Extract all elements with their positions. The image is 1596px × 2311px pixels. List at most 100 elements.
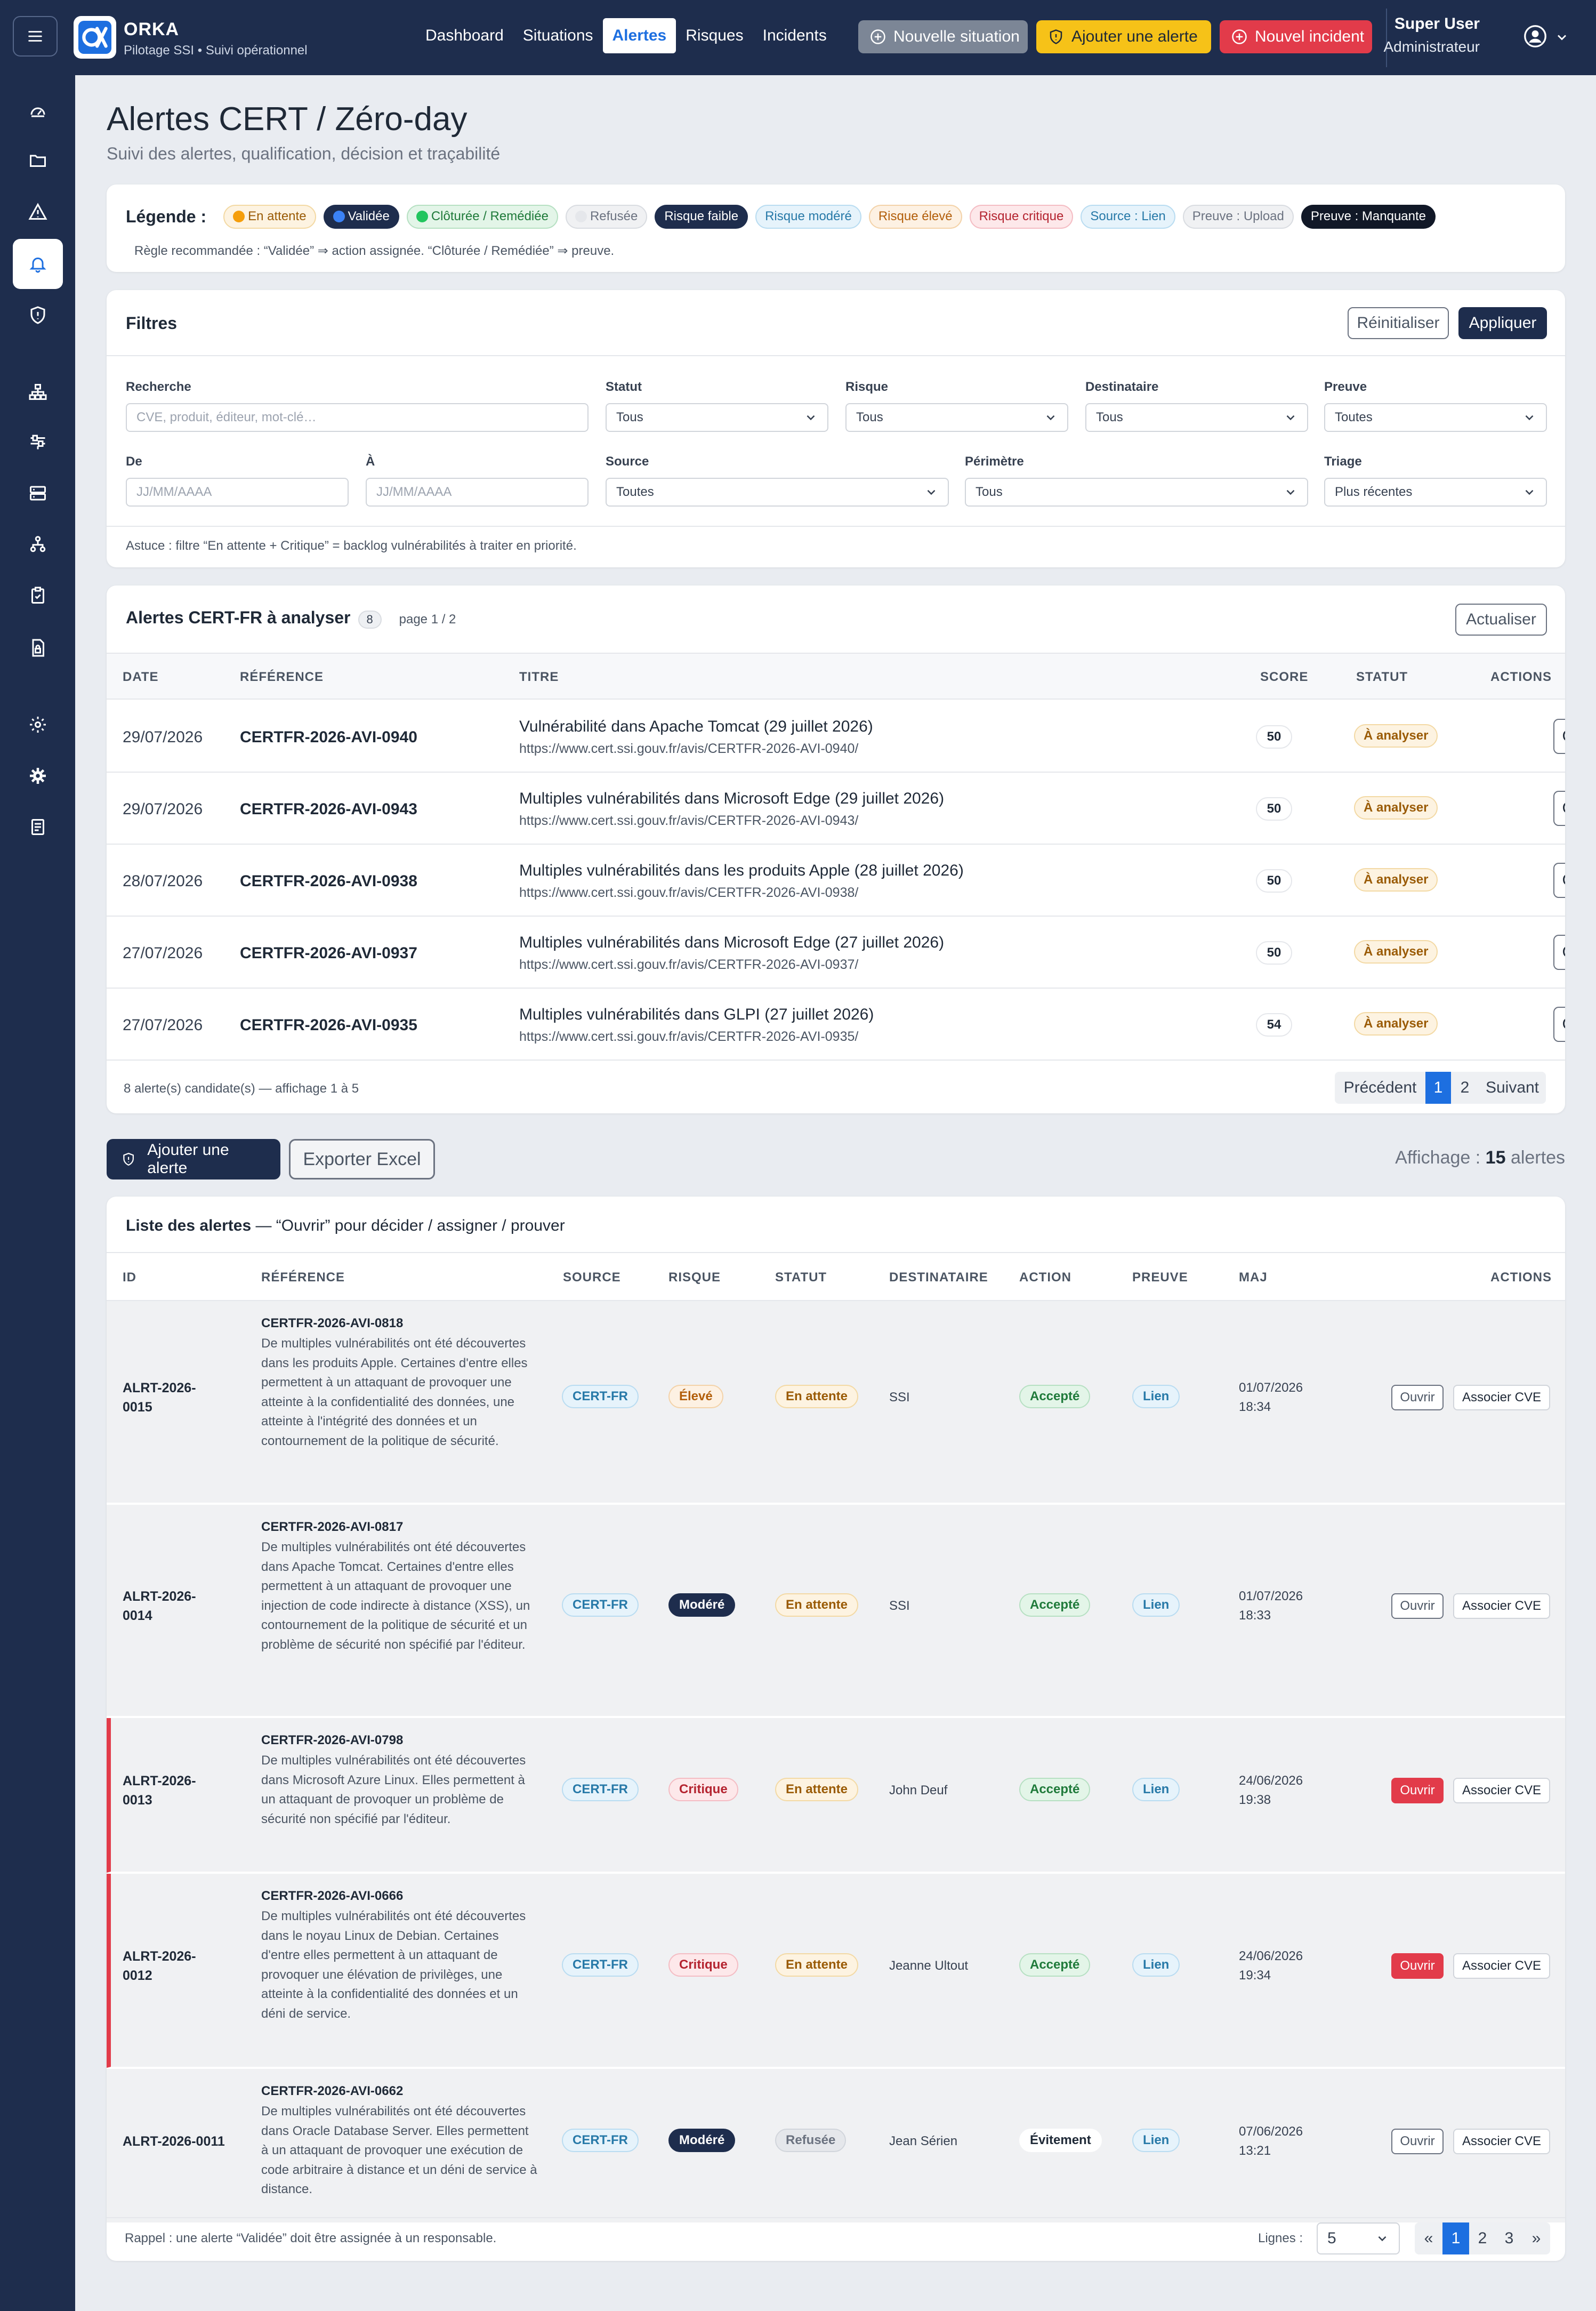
cert-title: Alertes CERT-FR à analyser xyxy=(126,608,351,627)
alert-ref: CERTFR-2026-AVI-0817 xyxy=(261,1520,404,1534)
sidebar-item-dashboard[interactable] xyxy=(13,86,63,137)
add-alert-button[interactable]: Ajouter une alerte xyxy=(107,1139,280,1179)
reset-button[interactable]: Réinitialiser xyxy=(1348,307,1449,339)
new-incident-button[interactable]: Nouvel incident xyxy=(1220,20,1372,53)
perimetre-select[interactable]: Tous xyxy=(965,478,1308,507)
nav-risques[interactable]: Risques xyxy=(686,27,744,44)
open-button[interactable]: Ouvrir xyxy=(1391,1593,1444,1619)
cert-row-url[interactable]: https://www.cert.ssi.gouv.fr/avis/CERTFR… xyxy=(519,813,859,828)
associate-cve-button[interactable]: Associer CVE xyxy=(1453,1593,1550,1619)
statut-select[interactable]: Tous xyxy=(606,403,828,432)
alert-action: Accepté xyxy=(1019,1593,1091,1617)
alerts-pager-last[interactable]: » xyxy=(1522,2222,1550,2254)
triage-select[interactable]: Plus récentes xyxy=(1324,478,1547,507)
brand-subtitle: Pilotage SSI • Suivi opérationnel xyxy=(124,43,308,58)
create-button[interactable]: Créer xyxy=(1553,719,1565,754)
new-situation-button[interactable]: Nouvelle situation xyxy=(858,20,1028,53)
open-button[interactable]: Ouvrir xyxy=(1391,1953,1444,1979)
sidebar-item-sliders[interactable] xyxy=(13,417,63,467)
associate-cve-button[interactable]: Associer CVE xyxy=(1453,1385,1550,1410)
bell-icon xyxy=(29,258,46,273)
sidebar-item-folder[interactable] xyxy=(13,135,63,186)
search-input[interactable]: CVE, produit, éditeur, mot-clé… xyxy=(126,403,589,432)
alerts-pager-first[interactable]: « xyxy=(1415,2222,1442,2254)
sidebar-item-report[interactable] xyxy=(13,802,63,852)
create-button[interactable]: Créer xyxy=(1553,1007,1565,1042)
top-bar: ORKA Pilotage SSI • Suivi opérationnel D… xyxy=(0,0,1596,75)
refused-dot-icon xyxy=(575,211,587,223)
source-select[interactable]: Toutes xyxy=(606,478,949,507)
sidebar-item-bell[interactable] xyxy=(13,239,63,289)
sidebar xyxy=(0,75,75,2311)
destinataire-select[interactable]: Tous xyxy=(1085,403,1308,432)
cert-row-url[interactable]: https://www.cert.ssi.gouv.fr/avis/CERTFR… xyxy=(519,957,859,972)
nav-situations[interactable]: Situations xyxy=(522,27,593,44)
alerts-pager-page-1[interactable]: 1 xyxy=(1442,2222,1469,2254)
sidebar-item-sitemap[interactable] xyxy=(13,367,63,417)
sidebar-item-document-lock[interactable] xyxy=(13,623,63,673)
sidebar-item-clipboard[interactable] xyxy=(13,571,63,621)
add-alert-top-button[interactable]: Ajouter une alerte xyxy=(1036,20,1211,53)
alert-ref: CERTFR-2026-AVI-0818 xyxy=(261,1316,404,1330)
create-button[interactable]: Créer xyxy=(1553,935,1565,970)
alerts-list-card: Liste des alertes — “Ouvrir” pour décide… xyxy=(107,1197,1565,2261)
shield-icon xyxy=(123,1152,134,1166)
cert-row-title: Multiples vulnérabilités dans GLPI (27 j… xyxy=(519,1006,874,1023)
chevron-down-icon[interactable] xyxy=(1554,30,1569,45)
cert-row-url[interactable]: https://www.cert.ssi.gouv.fr/avis/CERTFR… xyxy=(519,885,859,900)
chevron-down-icon xyxy=(927,490,936,495)
menu-toggle-button[interactable] xyxy=(13,16,58,57)
alert-status: En attente xyxy=(775,1778,859,1801)
open-button[interactable]: Ouvrir xyxy=(1391,1385,1444,1410)
sidebar-item-gear[interactable] xyxy=(13,751,63,801)
alerts-th-preuve: PREUVE xyxy=(1132,1270,1188,1285)
create-button[interactable]: Créer xyxy=(1553,863,1565,898)
sidebar-item-network[interactable] xyxy=(13,519,63,569)
cert-row-url[interactable]: https://www.cert.ssi.gouv.fr/avis/CERTFR… xyxy=(519,1029,859,1044)
nav-dashboard[interactable]: Dashboard xyxy=(425,27,504,44)
alerts-title-suffix: — “Ouvrir” pour décider / assigner / pro… xyxy=(255,1217,565,1234)
cert-row-url[interactable]: https://www.cert.ssi.gouv.fr/avis/CERTFR… xyxy=(519,741,859,756)
legend-refused: Refusée xyxy=(565,205,648,229)
export-excel-button[interactable]: Exporter Excel xyxy=(289,1139,435,1179)
pager-page-1[interactable]: 1 xyxy=(1425,1072,1451,1104)
sidebar-item-gear-outline[interactable] xyxy=(13,700,63,750)
sidebar-item-warning[interactable] xyxy=(13,187,63,237)
alert-table-row: ALRT-2026-0012 CERTFR-2026-AVI-0666 De mul… xyxy=(107,1874,1565,2068)
validated-dot-icon xyxy=(333,211,345,223)
source-value: Toutes xyxy=(616,485,654,499)
cert-footer: 8 alerte(s) candidate(s) — affichage 1 à… xyxy=(124,1081,359,1096)
user-avatar-icon[interactable] xyxy=(1524,25,1547,48)
legend-rule: Règle recommandée : “Validée” ⇒ action a… xyxy=(134,244,615,258)
cert-th-actions: ACTIONS xyxy=(1490,670,1552,684)
date-to-input[interactable]: JJ/MM/AAAA xyxy=(366,478,589,507)
alerts-th-statut: STATUT xyxy=(775,1270,827,1285)
pager-page-2[interactable]: 2 xyxy=(1451,1072,1479,1104)
lines-select[interactable]: 5 xyxy=(1317,2222,1400,2254)
sidebar-item-server[interactable] xyxy=(13,468,63,518)
nav-alertes[interactable]: Alertes xyxy=(602,18,676,53)
pager-next[interactable]: Suivant xyxy=(1479,1072,1546,1104)
alerts-pager-page-3[interactable]: 3 xyxy=(1496,2222,1522,2254)
cert-row-date: 29/07/2026 xyxy=(123,800,203,818)
apply-button[interactable]: Appliquer xyxy=(1458,307,1547,339)
preuve-select[interactable]: Toutes xyxy=(1324,403,1547,432)
create-button[interactable]: Créer xyxy=(1553,791,1565,826)
sidebar-item-shield[interactable] xyxy=(13,290,63,340)
date-from-input[interactable]: JJ/MM/AAAA xyxy=(126,478,349,507)
perimetre-label: Périmètre xyxy=(965,454,1024,469)
open-button[interactable]: Ouvrir xyxy=(1391,1778,1444,1803)
cert-table-row: 29/07/2026 CERTFR-2026-AVI-0943 Multiples … xyxy=(107,773,1565,845)
refresh-button[interactable]: Actualiser xyxy=(1455,604,1547,636)
alerts-pager-page-2[interactable]: 2 xyxy=(1469,2222,1496,2254)
brand-name: ORKA xyxy=(124,19,180,39)
orka-logo[interactable] xyxy=(74,16,116,59)
associate-cve-button[interactable]: Associer CVE xyxy=(1453,2129,1550,2154)
nav-incidents[interactable]: Incidents xyxy=(762,27,827,44)
associate-cve-button[interactable]: Associer CVE xyxy=(1453,1953,1550,1979)
alerts-footer-divider xyxy=(107,2217,1565,2218)
pager-prev[interactable]: Précédent xyxy=(1335,1072,1425,1104)
associate-cve-button[interactable]: Associer CVE xyxy=(1453,1778,1550,1803)
risque-select[interactable]: Tous xyxy=(845,403,1068,432)
open-button[interactable]: Ouvrir xyxy=(1391,2129,1444,2154)
